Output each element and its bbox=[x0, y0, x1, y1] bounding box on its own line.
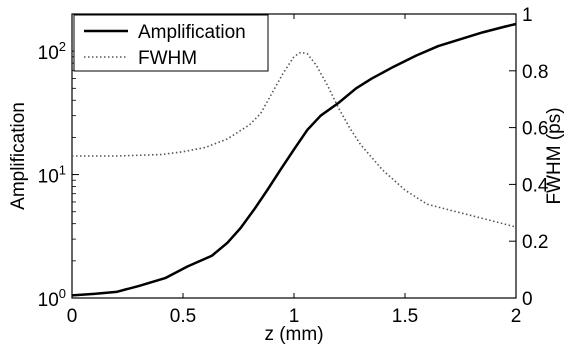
right-y-axis-title: FWHM (ps) bbox=[544, 107, 565, 204]
y-right-tick-label: 0.6 bbox=[522, 119, 548, 140]
tick-exponent: 1 bbox=[59, 163, 66, 178]
tick-exponent: 2 bbox=[59, 39, 66, 54]
x-tick-label: 0.5 bbox=[170, 306, 196, 327]
y-right-tick-label: 0.4 bbox=[522, 175, 549, 196]
left-y-axis-title: Amplification bbox=[8, 102, 29, 210]
x-tick-label: 1.5 bbox=[392, 306, 418, 327]
y-right-tick-label: 1 bbox=[522, 5, 533, 26]
series-line-fwhm bbox=[72, 51, 517, 228]
tick-base: 10 bbox=[38, 43, 59, 64]
legend-label-fwhm: FWHM bbox=[138, 48, 197, 69]
right-y-axis: 0 0.2 0.4 0.6 0.8 1 bbox=[509, 5, 549, 310]
tick-base: 10 bbox=[38, 167, 59, 188]
legend-label-amplification: Amplification bbox=[138, 22, 246, 43]
series-line-amplification bbox=[71, 22, 517, 297]
y-left-tick-label: 101 bbox=[38, 163, 66, 188]
x-tick-label: 2 bbox=[511, 306, 522, 327]
legend-box bbox=[73, 14, 269, 72]
tick-base: 10 bbox=[38, 290, 59, 311]
y-left-tick-label: 100 bbox=[38, 286, 66, 311]
x-axis: 0 0.5 1 1.5 2 bbox=[67, 14, 522, 327]
series-layer bbox=[71, 22, 517, 297]
y-right-tick-label: 0.8 bbox=[522, 62, 548, 83]
y-right-tick-label: 0 bbox=[522, 289, 533, 310]
x-tick-label: 1 bbox=[289, 306, 300, 327]
y-right-tick-label: 0.2 bbox=[522, 232, 548, 253]
x-axis-title: z (mm) bbox=[264, 324, 323, 345]
tick-exponent: 0 bbox=[59, 286, 66, 301]
y-left-tick-label: 102 bbox=[38, 39, 66, 64]
x-tick-label: 0 bbox=[67, 306, 78, 327]
legend: Amplification FWHM bbox=[73, 14, 269, 72]
